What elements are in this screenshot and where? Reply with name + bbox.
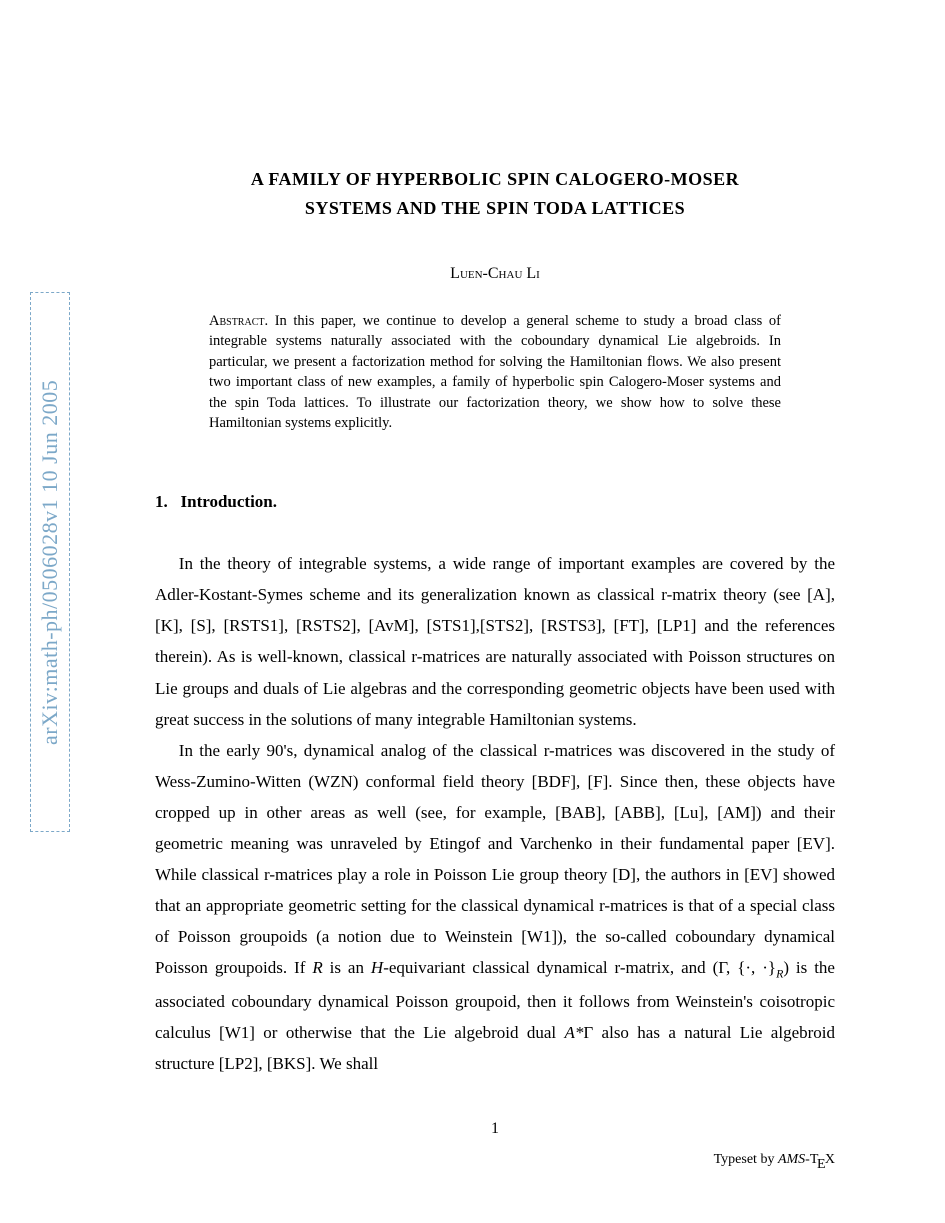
tex-e: E — [817, 1157, 826, 1172]
paper-title: A FAMILY OF HYPERBOLIC SPIN CALOGERO-MOS… — [155, 165, 835, 223]
abstract-block: Abstract. In this paper, we continue to … — [209, 311, 781, 434]
body-text: In the theory of integrable systems, a w… — [155, 548, 835, 1079]
arxiv-id-text: arXiv:math-ph/0506028v1 10 Jun 2005 — [37, 379, 63, 744]
typeset-prefix: Typeset by — [714, 1152, 778, 1167]
ams-logo: AMS — [778, 1152, 805, 1167]
title-line-2: SYSTEMS AND THE SPIN TODA LATTICES — [305, 198, 685, 218]
section-title: Introduction. — [181, 492, 278, 511]
section-heading: 1. Introduction. — [155, 492, 835, 512]
title-line-1: A FAMILY OF HYPERBOLIC SPIN CALOGERO-MOS… — [251, 169, 739, 189]
section-number: 1. — [155, 492, 168, 511]
paper-content: A FAMILY OF HYPERBOLIC SPIN CALOGERO-MOS… — [155, 165, 835, 1079]
typeset-credit: Typeset by AMS-TEX — [714, 1152, 835, 1168]
page-number: 1 — [155, 1120, 835, 1138]
page-footer: Typeset by AMS-TEX 1 — [155, 1108, 835, 1138]
abstract-text: In this paper, we continue to develop a … — [209, 313, 781, 432]
author-name: Luen-Chau Li — [155, 265, 835, 283]
paragraph-2: In the early 90's, dynamical analog of t… — [155, 735, 835, 1079]
abstract-label: Abstract. — [209, 313, 268, 329]
tex-x: X — [825, 1152, 835, 1167]
arxiv-watermark: arXiv:math-ph/0506028v1 10 Jun 2005 — [30, 292, 70, 832]
paragraph-1: In the theory of integrable systems, a w… — [155, 548, 835, 735]
